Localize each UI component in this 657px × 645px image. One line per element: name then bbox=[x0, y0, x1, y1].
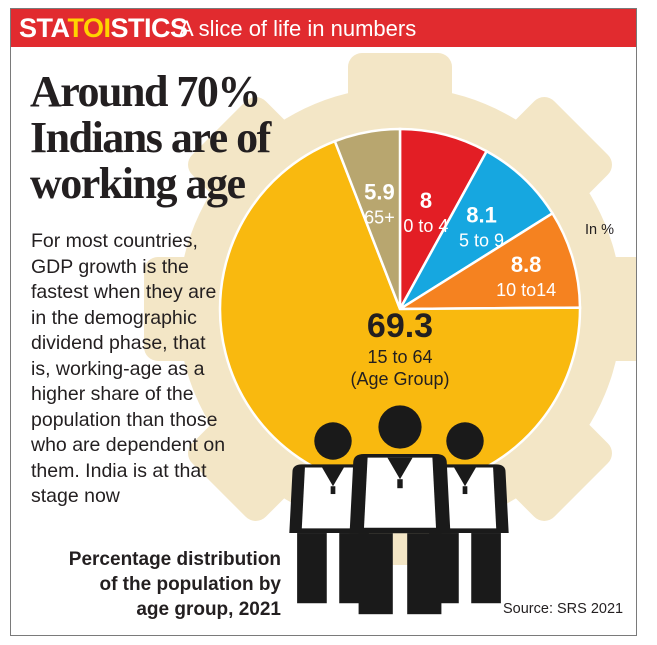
pie-slice bbox=[333, 127, 402, 310]
caption-line: of the population by bbox=[99, 574, 281, 595]
body-line: dividend phase, that bbox=[31, 332, 206, 354]
banner: STATOISTICS A slice of life in numbers bbox=[11, 9, 636, 47]
headline-line: working age bbox=[30, 159, 246, 208]
body-line: stage now bbox=[31, 485, 120, 507]
body-line: who are dependent on bbox=[31, 434, 226, 456]
gear-tooth bbox=[586, 257, 636, 361]
gear-tooth bbox=[188, 409, 300, 521]
slice-sublabel: (Age Group) bbox=[350, 369, 449, 389]
unit-label: In % bbox=[585, 222, 615, 238]
brand-sta: STA bbox=[19, 13, 68, 43]
gear-tooth bbox=[188, 97, 300, 209]
people-icon bbox=[289, 405, 509, 615]
brand-logo: STATOISTICS bbox=[19, 12, 188, 44]
slice-category-label: 5 to 9 bbox=[459, 231, 504, 251]
pie-slice bbox=[218, 139, 582, 491]
pie-slice bbox=[395, 211, 582, 311]
slice-value-label: 69.3 bbox=[367, 307, 433, 345]
headline-line: Around 70% bbox=[30, 67, 261, 116]
body-line: GDP growth is the bbox=[31, 255, 189, 278]
gear-tooth bbox=[144, 257, 214, 361]
slice-value-label: 8 bbox=[420, 188, 432, 213]
pie-labels: 8 0 to 4 8.1 5 to 9 8.8 10 to14 69.315 to 64(A… bbox=[350, 179, 556, 389]
slice-category-label: 15 to 64 bbox=[367, 347, 432, 367]
brand-stics: STICS bbox=[110, 13, 189, 43]
body-line: higher share of the bbox=[31, 383, 194, 405]
slice-value-label: 8.1 bbox=[466, 203, 497, 228]
caption-line: Percentage distribution bbox=[68, 549, 281, 570]
body-line: in the demographic bbox=[31, 306, 197, 329]
brand-toi: TOI bbox=[67, 13, 112, 43]
slice-value-label: 8.8 bbox=[511, 252, 542, 277]
gear-tooth bbox=[500, 409, 612, 521]
slice-category-label: 0 to 4 bbox=[403, 216, 448, 236]
body-line: fastest when they are bbox=[31, 281, 217, 303]
infographic-frame: 8 0 to 4 8.1 5 to 9 8.8 10 to14 69.3 15 to 64 (A… bbox=[10, 8, 637, 636]
pie-chart: 8 0 to 4 8.1 5 to 9 8.8 10 to14 69.315 to 64(A… bbox=[144, 53, 636, 615]
headline: Around 70% Indians are of working age bbox=[30, 69, 330, 207]
slice-category-label: 65+ bbox=[364, 207, 395, 227]
slice-category-label: 10 to14 bbox=[496, 280, 556, 300]
pie-slice bbox=[398, 127, 489, 310]
body-line: is, working-age as a bbox=[31, 357, 205, 380]
tagline: A slice of life in numbers bbox=[179, 16, 417, 41]
person-icon bbox=[349, 405, 451, 615]
caption-line: age group, 2021 bbox=[136, 599, 281, 620]
chart-caption: Percentage distribution of the populatio… bbox=[51, 547, 281, 622]
gear-tooth bbox=[500, 97, 612, 209]
headline-line: Indians are of bbox=[30, 113, 271, 162]
pie-slices bbox=[218, 127, 582, 491]
body-line: For most countries, bbox=[31, 230, 198, 252]
gear-tooth bbox=[348, 53, 452, 123]
pie-slice bbox=[396, 149, 555, 313]
body-line: population than those bbox=[31, 408, 218, 431]
source-note: Source: SRS 2021 bbox=[503, 601, 624, 617]
body-line: them. India is at that bbox=[31, 459, 207, 482]
body-text: For most countries, GDP growth is the fa… bbox=[31, 229, 266, 510]
slice-value-label: 5.9 bbox=[364, 179, 395, 204]
